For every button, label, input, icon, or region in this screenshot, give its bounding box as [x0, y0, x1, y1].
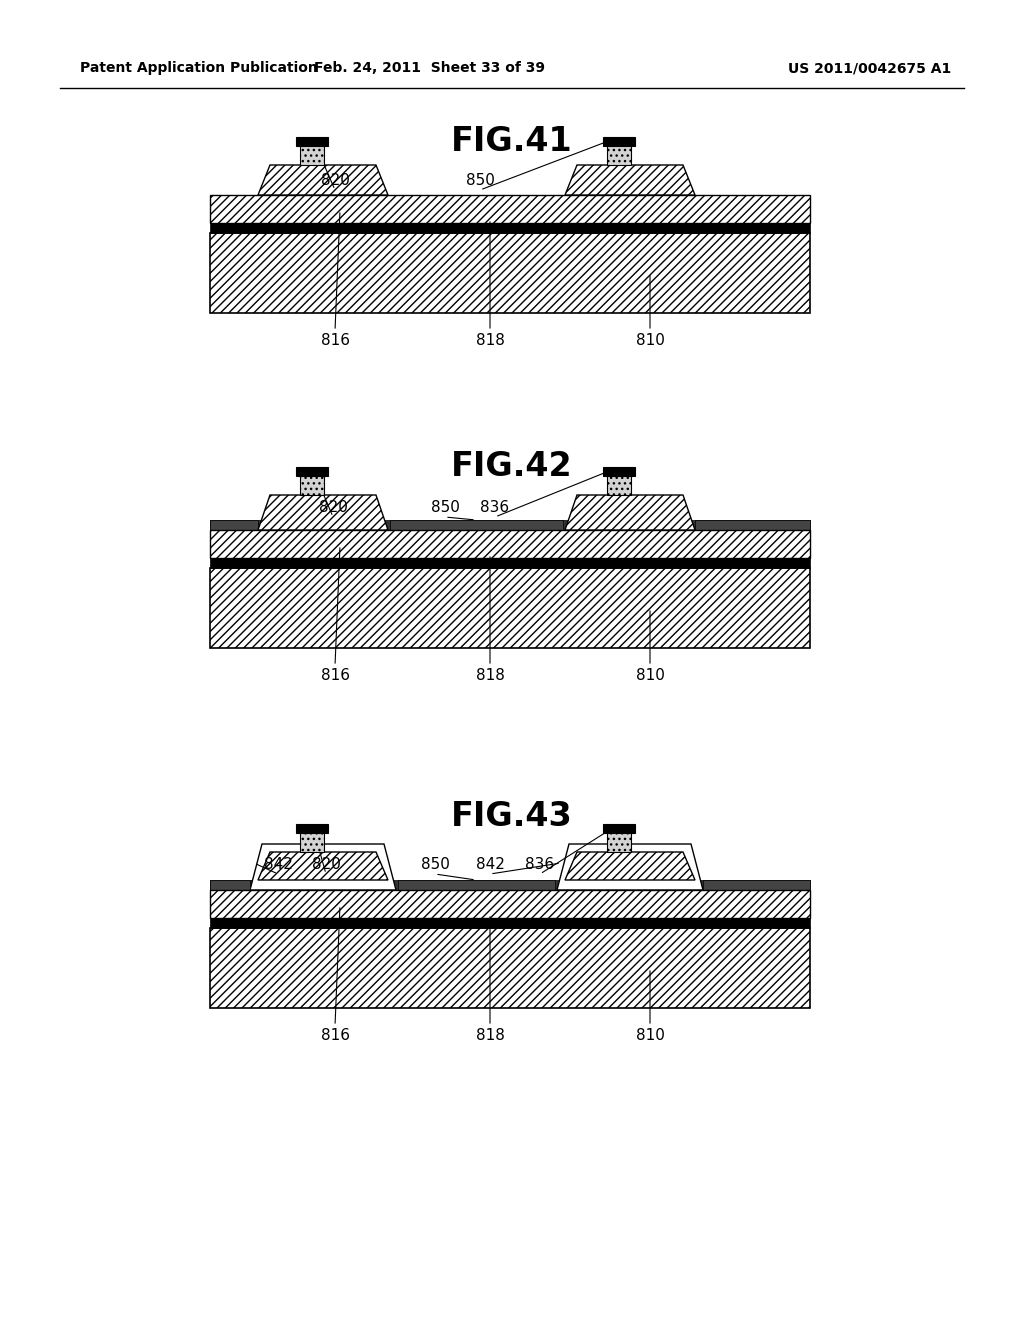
Bar — [603, 467, 635, 477]
Bar — [210, 928, 810, 1008]
Bar — [390, 520, 563, 531]
Text: Patent Application Publication: Patent Application Publication — [80, 61, 317, 75]
Text: 836: 836 — [525, 857, 555, 873]
Text: 816: 816 — [321, 1028, 349, 1043]
Polygon shape — [258, 495, 388, 531]
Bar — [210, 520, 258, 531]
Bar — [398, 880, 555, 890]
Bar — [210, 234, 810, 313]
Bar — [695, 520, 810, 531]
Text: 842: 842 — [475, 857, 505, 873]
Text: 816: 816 — [321, 668, 349, 682]
Text: 820: 820 — [321, 173, 349, 187]
Text: 810: 810 — [636, 668, 665, 682]
Polygon shape — [565, 851, 695, 880]
Text: 820: 820 — [318, 500, 347, 515]
Polygon shape — [250, 843, 396, 890]
Text: 818: 818 — [475, 668, 505, 682]
Text: US 2011/0042675 A1: US 2011/0042675 A1 — [788, 61, 951, 75]
Text: 842: 842 — [263, 857, 293, 873]
Bar — [210, 558, 810, 568]
Bar — [210, 890, 810, 917]
Bar — [300, 832, 324, 851]
Text: 810: 810 — [636, 333, 665, 348]
Bar — [210, 880, 250, 890]
Bar — [607, 832, 631, 851]
Text: 810: 810 — [636, 1028, 665, 1043]
Bar — [296, 137, 328, 147]
Text: 836: 836 — [480, 500, 510, 515]
Bar — [210, 917, 810, 928]
Text: 818: 818 — [475, 333, 505, 348]
Bar — [210, 195, 810, 223]
Text: 850: 850 — [421, 857, 450, 873]
Bar — [607, 145, 631, 165]
Bar — [603, 824, 635, 833]
Text: 816: 816 — [321, 333, 349, 348]
Bar — [210, 531, 810, 558]
Bar — [210, 520, 810, 531]
Bar — [300, 475, 324, 495]
Polygon shape — [258, 851, 388, 880]
Bar — [703, 880, 810, 890]
Polygon shape — [557, 843, 703, 890]
Bar — [210, 223, 810, 234]
Text: FIG.43: FIG.43 — [452, 800, 572, 833]
Polygon shape — [258, 165, 388, 195]
Text: 850: 850 — [430, 500, 460, 515]
Text: 820: 820 — [311, 857, 340, 873]
Bar — [210, 880, 810, 890]
Bar — [296, 824, 328, 833]
Text: 818: 818 — [475, 1028, 505, 1043]
Bar — [607, 475, 631, 495]
Polygon shape — [565, 495, 695, 531]
Polygon shape — [565, 165, 695, 195]
Text: 850: 850 — [466, 173, 495, 187]
Bar — [603, 137, 635, 147]
Bar — [210, 568, 810, 648]
Bar — [296, 467, 328, 477]
Text: FIG.42: FIG.42 — [452, 450, 572, 483]
Text: FIG.41: FIG.41 — [452, 125, 572, 158]
Text: Feb. 24, 2011  Sheet 33 of 39: Feb. 24, 2011 Sheet 33 of 39 — [314, 61, 546, 75]
Bar — [300, 145, 324, 165]
